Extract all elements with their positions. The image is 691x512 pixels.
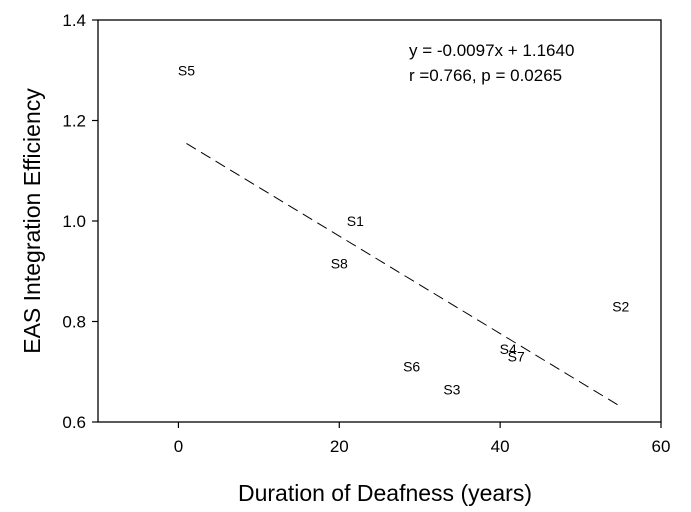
data-point-s2: S2 — [612, 298, 629, 314]
y-axis-ticks: 0.6 0.8 1.0 1.2 1.4 — [62, 11, 98, 432]
x-tick-label: 60 — [652, 437, 671, 456]
y-axis-title: EAS Integration Efficiency — [19, 88, 45, 354]
y-tick-label: 1.4 — [62, 11, 86, 30]
plot-frame — [97, 19, 662, 423]
x-tick-label: 20 — [330, 437, 349, 456]
y-tick-label: 0.6 — [62, 413, 86, 432]
data-point-s8: S8 — [331, 256, 348, 272]
data-point-s7: S7 — [508, 349, 525, 365]
data-point-s5: S5 — [178, 62, 195, 78]
regression-equation: y = -0.0097x + 1.1640 — [409, 41, 574, 60]
data-point-s4: S4 — [500, 341, 517, 357]
y-tick-label: 1.0 — [62, 212, 86, 231]
x-tick-label: 0 — [174, 437, 183, 456]
y-tick-label: 0.8 — [62, 313, 86, 332]
correlation-stats: r =0.766, p = 0.0265 — [409, 66, 562, 85]
data-point-s6: S6 — [403, 359, 420, 375]
x-axis-title: Duration of Deafness (years) — [238, 480, 532, 506]
data-point-s3: S3 — [443, 381, 460, 397]
data-point-s1: S1 — [347, 213, 364, 229]
y-tick-label: 1.2 — [62, 112, 86, 131]
x-axis-ticks: 0 20 40 60 — [174, 422, 671, 456]
x-tick-label: 40 — [491, 437, 510, 456]
data-points: S1 S2 S3 S4 S5 S6 S7 S8 — [178, 62, 630, 397]
